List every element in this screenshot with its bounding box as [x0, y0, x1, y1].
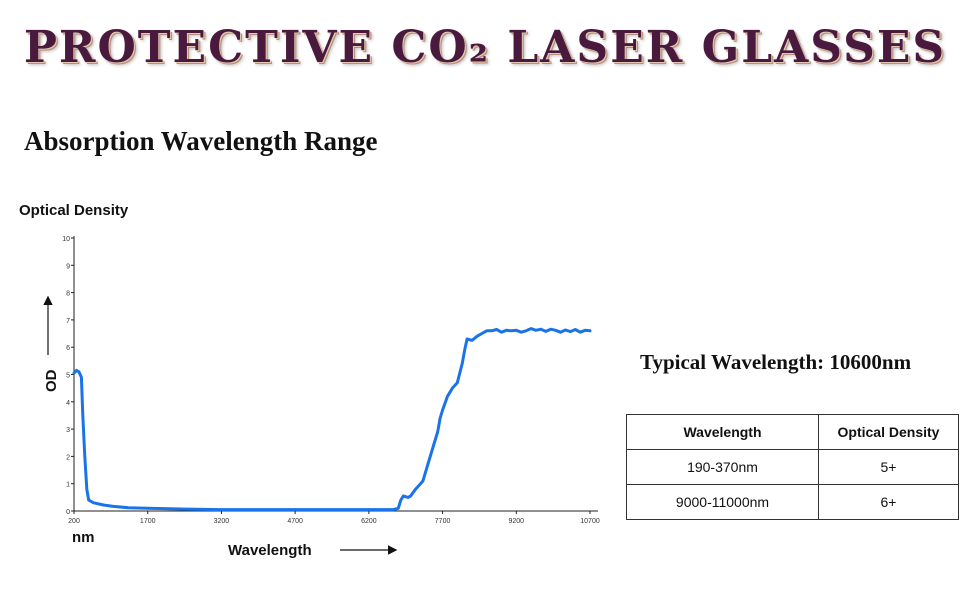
x-tick-label: 200	[68, 518, 80, 525]
od-label: OD	[43, 369, 60, 392]
y-tick-label: 10	[62, 236, 70, 243]
optical-density-table: Wavelength Optical Density 190-370nm 5+ …	[626, 414, 959, 520]
x-tick-label: 10700	[580, 518, 600, 525]
y-tick-label: 2	[66, 454, 70, 461]
x-unit-label: nm	[72, 529, 95, 546]
row-1-od: 5+	[818, 449, 959, 485]
x-tick-label: 3200	[214, 518, 230, 525]
typical-wavelength: Typical Wavelength: 10600nm	[640, 350, 912, 374]
y-tick-label: 8	[66, 291, 70, 298]
chart-axes	[73, 236, 598, 512]
y-tick-label: 6	[66, 345, 70, 352]
x-tick-label: 7700	[435, 518, 451, 525]
x-tick-label: 6200	[361, 518, 377, 525]
header-optical-density: Optical Density	[818, 414, 959, 450]
chart-ticks: 0 1 2 3 4 5 6 7 8 9 10 200 1700 3200 4700 6200 7700 9200 1…	[62, 236, 600, 525]
x-tick-label: 4700	[287, 518, 303, 525]
row-1-wavelength: 190-370nm	[626, 449, 819, 485]
x-tick-label: 1700	[140, 518, 156, 525]
y-tick-label: 1	[66, 482, 70, 489]
y-tick-label: 0	[66, 509, 70, 516]
table-row: 190-370nm 5+	[626, 449, 959, 485]
x-axis-title: Wavelength	[228, 542, 312, 559]
table-header-row: Wavelength Optical Density	[626, 414, 959, 450]
section-title: Absorption Wavelength Range	[24, 126, 378, 156]
y-tick-label: 9	[66, 263, 70, 270]
page-title: PROTECTIVE CO₂ LASER GLASSES	[23, 22, 947, 73]
row-2-od: 6+	[818, 484, 959, 520]
y-tick-label: 7	[66, 318, 70, 325]
y-tick-label: 3	[66, 427, 70, 434]
header-wavelength: Wavelength	[626, 414, 819, 450]
y-axis-title: Optical Density	[19, 202, 129, 219]
row-2-wavelength: 9000-11000nm	[626, 484, 819, 520]
table-row: 9000-11000nm 6+	[626, 484, 959, 520]
y-tick-label: 5	[66, 373, 70, 380]
x-tick-label: 9200	[508, 518, 524, 525]
y-tick-label: 4	[66, 400, 70, 407]
od-curve	[72, 327, 592, 512]
